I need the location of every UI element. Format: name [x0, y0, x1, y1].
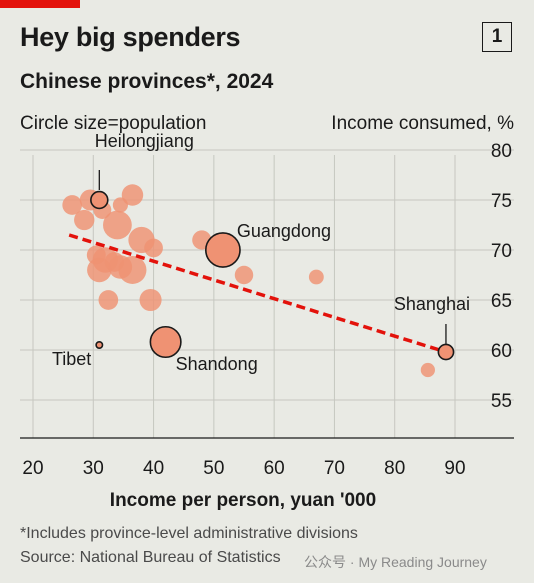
y-tick-label: 55 [491, 391, 512, 412]
y-tick-labels: 55 60 65 70 75 80 [491, 141, 512, 412]
x-tick-labels: 20 30 40 50 60 70 80 90 [22, 458, 465, 479]
x-tick-label: 30 [83, 458, 104, 479]
data-point [308, 269, 324, 285]
data-point [98, 290, 119, 310]
x-tick-label: 90 [444, 458, 465, 479]
x-tick-label: 40 [143, 458, 164, 479]
annotation-label: Shanghai [394, 294, 470, 314]
highlighted-bubbles [90, 190, 455, 361]
y-tick-label: 75 [491, 191, 512, 212]
data-point [139, 288, 162, 312]
data-point [121, 184, 144, 206]
annotation-label: Guangdong [237, 221, 331, 241]
x-tick-label: 50 [203, 458, 224, 479]
chart-subtitle: Chinese provinces*, 2024 [20, 70, 274, 93]
data-point [62, 195, 83, 215]
y-tick-label: 65 [491, 291, 512, 312]
x-tick-label: 70 [324, 458, 345, 479]
highlighted-point [90, 190, 109, 210]
annotation-label: Tibet [52, 349, 91, 369]
annotation-label: Shandong [176, 354, 258, 374]
footnote: *Includes province-level administrative … [20, 525, 358, 542]
data-point [420, 362, 435, 378]
bubble-series [62, 184, 435, 378]
data-point [118, 256, 147, 284]
trend-line [68, 233, 447, 354]
data-point [144, 238, 163, 258]
watermark-text: 公众号 · My Reading Journey [304, 554, 487, 570]
highlighted-point [437, 343, 455, 361]
x-tick-label: 60 [264, 458, 285, 479]
data-point [234, 265, 254, 285]
highlighted-point [149, 325, 182, 359]
chart-number-badge: 1 [482, 22, 512, 52]
annotations: Heilongjiang Guangdong Shandong Tibet Shangh… [52, 131, 470, 374]
highlighted-point [95, 340, 104, 349]
y-tick-label: 70 [491, 241, 512, 262]
source-note: Source: National Bureau of Statistics [20, 549, 281, 566]
y-axis-label: Income consumed, % [331, 113, 514, 134]
y-tick-label: 80 [491, 141, 512, 162]
y-tick-label: 60 [491, 341, 512, 362]
data-point [74, 209, 95, 231]
size-legend-note: Circle size=population [20, 113, 207, 134]
highlighted-point [204, 232, 241, 268]
x-tick-label: 20 [22, 458, 43, 479]
annotation-label: Heilongjiang [95, 131, 194, 151]
chart-title: Hey big spenders [20, 22, 241, 52]
x-tick-label: 80 [384, 458, 405, 479]
x-axis-label: Income per person, yuan '000 [110, 490, 376, 511]
data-point [103, 210, 132, 240]
brand-accent-bar [0, 0, 80, 8]
data-point [87, 257, 112, 283]
